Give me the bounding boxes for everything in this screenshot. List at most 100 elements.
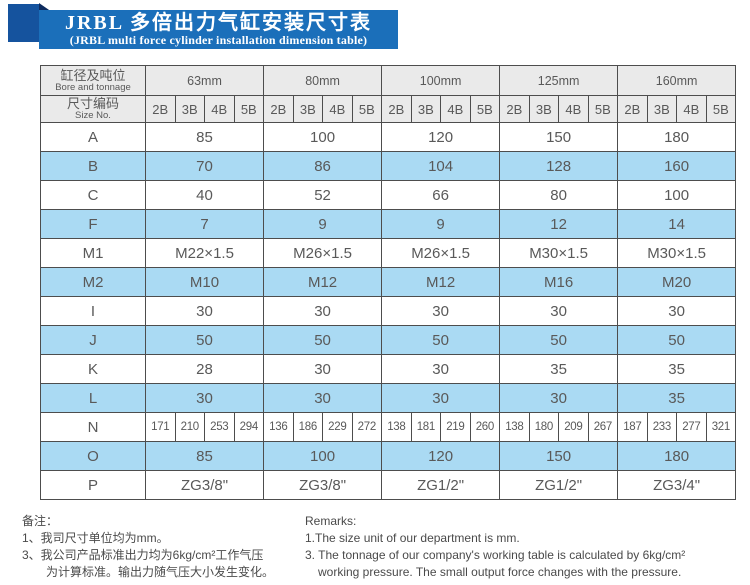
size-header: 5B bbox=[351, 95, 383, 123]
row-label: L bbox=[40, 383, 146, 413]
notes-chinese: 备注： 1、我司尺寸单位均为mm。 3、我公司产品标准出力均为6kg/cm²工作… bbox=[22, 513, 307, 581]
size-header: 2B bbox=[145, 95, 176, 123]
dim-value-cell: 321 bbox=[705, 412, 737, 442]
table-row: J 50 50 50 50 50 bbox=[40, 325, 737, 355]
bore-tonnage-label-zh: 缸径及吨位 bbox=[60, 67, 126, 83]
size-header: 5B bbox=[587, 95, 619, 123]
dim-value-cell: 80 bbox=[499, 180, 619, 210]
table-row: A 85 100 120 150 180 bbox=[40, 122, 737, 152]
dim-value-cell: 136 bbox=[263, 412, 294, 442]
table-row: L 30 30 30 30 35 bbox=[40, 383, 737, 413]
dim-value-cell: 104 bbox=[381, 151, 501, 181]
notes-english-title: Remarks: bbox=[305, 514, 357, 528]
dim-value-cell: 50 bbox=[617, 325, 737, 355]
size-header: 3B bbox=[410, 95, 442, 123]
dim-value-cell: 180 bbox=[617, 122, 737, 152]
dim-value-cell: 100 bbox=[617, 180, 737, 210]
dim-value-cell: 30 bbox=[381, 296, 501, 326]
dim-value-cell: 138 bbox=[381, 412, 412, 442]
bore-header: 160mm bbox=[617, 65, 737, 96]
dim-value-cell: 30 bbox=[499, 296, 619, 326]
dim-value-cell: M12 bbox=[263, 267, 383, 297]
dim-value-cell: 229 bbox=[322, 412, 353, 442]
dim-value-cell: 260 bbox=[469, 412, 501, 442]
size-header: 4B bbox=[440, 95, 471, 123]
dim-value-cell: M20 bbox=[617, 267, 737, 297]
table-row: M2 M10 M12 M12 M16 M20 bbox=[40, 267, 737, 297]
dim-value-cell: 233 bbox=[646, 412, 678, 442]
dim-value-cell: 30 bbox=[617, 296, 737, 326]
size-header: 3B bbox=[528, 95, 560, 123]
dim-value-cell: 277 bbox=[676, 412, 707, 442]
table-body: A 85 100 120 150 180 B 70 86 104 128 160 C 40 52 66 80 10… bbox=[40, 122, 737, 500]
page-subtitle: (JRBL multi force cylinder installation … bbox=[69, 33, 368, 47]
size-header: 4B bbox=[558, 95, 589, 123]
bore-header: 63mm bbox=[144, 65, 265, 96]
dim-value-cell: 30 bbox=[144, 383, 265, 413]
dim-value-cell: 210 bbox=[174, 412, 205, 442]
dim-value-cell: ZG3/8" bbox=[144, 470, 265, 500]
row-label: M1 bbox=[40, 238, 146, 268]
dim-value-cell: 50 bbox=[381, 325, 501, 355]
table-row: B 70 86 104 128 160 bbox=[40, 151, 737, 181]
dim-value-cell: 294 bbox=[233, 412, 265, 442]
dim-value-cell: 35 bbox=[617, 354, 737, 384]
size-header: 2B bbox=[263, 95, 294, 123]
dim-value-cell: 70 bbox=[144, 151, 265, 181]
table-row: I 30 30 30 30 30 bbox=[40, 296, 737, 326]
size-no-label-zh: 尺寸编码 bbox=[66, 96, 119, 111]
table-row: P ZG3/8" ZG3/8" ZG1/2" ZG1/2" ZG3/4" bbox=[40, 470, 737, 500]
size-no-header: 尺寸编码 Size No. bbox=[40, 95, 146, 123]
dim-value-cell: 150 bbox=[499, 122, 619, 152]
size-header: 5B bbox=[233, 95, 265, 123]
dim-value-cell: 52 bbox=[263, 180, 383, 210]
dim-value-cell: 100 bbox=[263, 441, 383, 471]
header-row-size: 尺寸编码 Size No. 2B 3B 4B 5B 2B 3B 4B 5B 2B 3B 4B 5B 2B 3B… bbox=[40, 95, 737, 123]
table-head: 缸径及吨位 Bore and tonnage 63mm 80mm 100mm 125mm 1… bbox=[40, 65, 737, 123]
size-header: 2B bbox=[499, 95, 530, 123]
dim-value-cell: 128 bbox=[499, 151, 619, 181]
dim-value-cell: 253 bbox=[204, 412, 235, 442]
dim-value-cell: 85 bbox=[144, 122, 265, 152]
ribbon-fold-icon bbox=[39, 3, 52, 12]
dim-value-cell: ZG3/4" bbox=[617, 470, 737, 500]
table-row: N 171 210 253 294 136 186 229 272 138 181 219 260 138… bbox=[40, 412, 737, 442]
dim-value-cell: 187 bbox=[617, 412, 648, 442]
dim-value-cell: 120 bbox=[381, 441, 501, 471]
dim-value-cell: ZG3/8" bbox=[263, 470, 383, 500]
table-row: O 85 100 120 150 180 bbox=[40, 441, 737, 471]
dim-value-cell: M10 bbox=[144, 267, 265, 297]
dim-value-cell: 40 bbox=[144, 180, 265, 210]
dim-value-cell: M26×1.5 bbox=[381, 238, 501, 268]
notes-english-line: 1.The size unit of our department is mm. bbox=[305, 531, 520, 545]
size-header: 2B bbox=[381, 95, 412, 123]
size-header: 4B bbox=[322, 95, 353, 123]
dim-value-cell: 272 bbox=[351, 412, 383, 442]
dim-value-cell: 12 bbox=[499, 209, 619, 239]
size-header: 3B bbox=[174, 95, 205, 123]
row-label: B bbox=[40, 151, 146, 181]
dim-value-cell: ZG1/2" bbox=[499, 470, 619, 500]
dim-value-cell: 14 bbox=[617, 209, 737, 239]
table-row: M1 M22×1.5 M26×1.5 M26×1.5 M30×1.5 M30×1.5 bbox=[40, 238, 737, 268]
dim-value-cell: M16 bbox=[499, 267, 619, 297]
title-banner: JRBL 多倍出力气缸安装尺寸表 (JRBL multi force cylin… bbox=[39, 10, 398, 49]
row-label: I bbox=[40, 296, 146, 326]
notes-english-line: 3. The tonnage of our company's working … bbox=[305, 548, 686, 562]
dim-value-cell: M22×1.5 bbox=[144, 238, 265, 268]
dim-value-cell: 35 bbox=[617, 383, 737, 413]
dim-value-cell: 66 bbox=[381, 180, 501, 210]
bore-tonnage-label-en: Bore and tonnage bbox=[55, 81, 131, 93]
dim-value-cell: 30 bbox=[144, 296, 265, 326]
notes-english-line: working pressure. The small output force… bbox=[318, 565, 682, 579]
dim-value-cell: 30 bbox=[381, 354, 501, 384]
dim-value-cell: M12 bbox=[381, 267, 501, 297]
table-row: K 28 30 30 35 35 bbox=[40, 354, 737, 384]
dim-value-cell: M26×1.5 bbox=[263, 238, 383, 268]
dim-value-cell: 180 bbox=[528, 412, 560, 442]
row-label: M2 bbox=[40, 267, 146, 297]
dim-value-cell: 160 bbox=[617, 151, 737, 181]
row-label: N bbox=[40, 412, 146, 442]
row-label: J bbox=[40, 325, 146, 355]
dim-value-cell: 50 bbox=[144, 325, 265, 355]
